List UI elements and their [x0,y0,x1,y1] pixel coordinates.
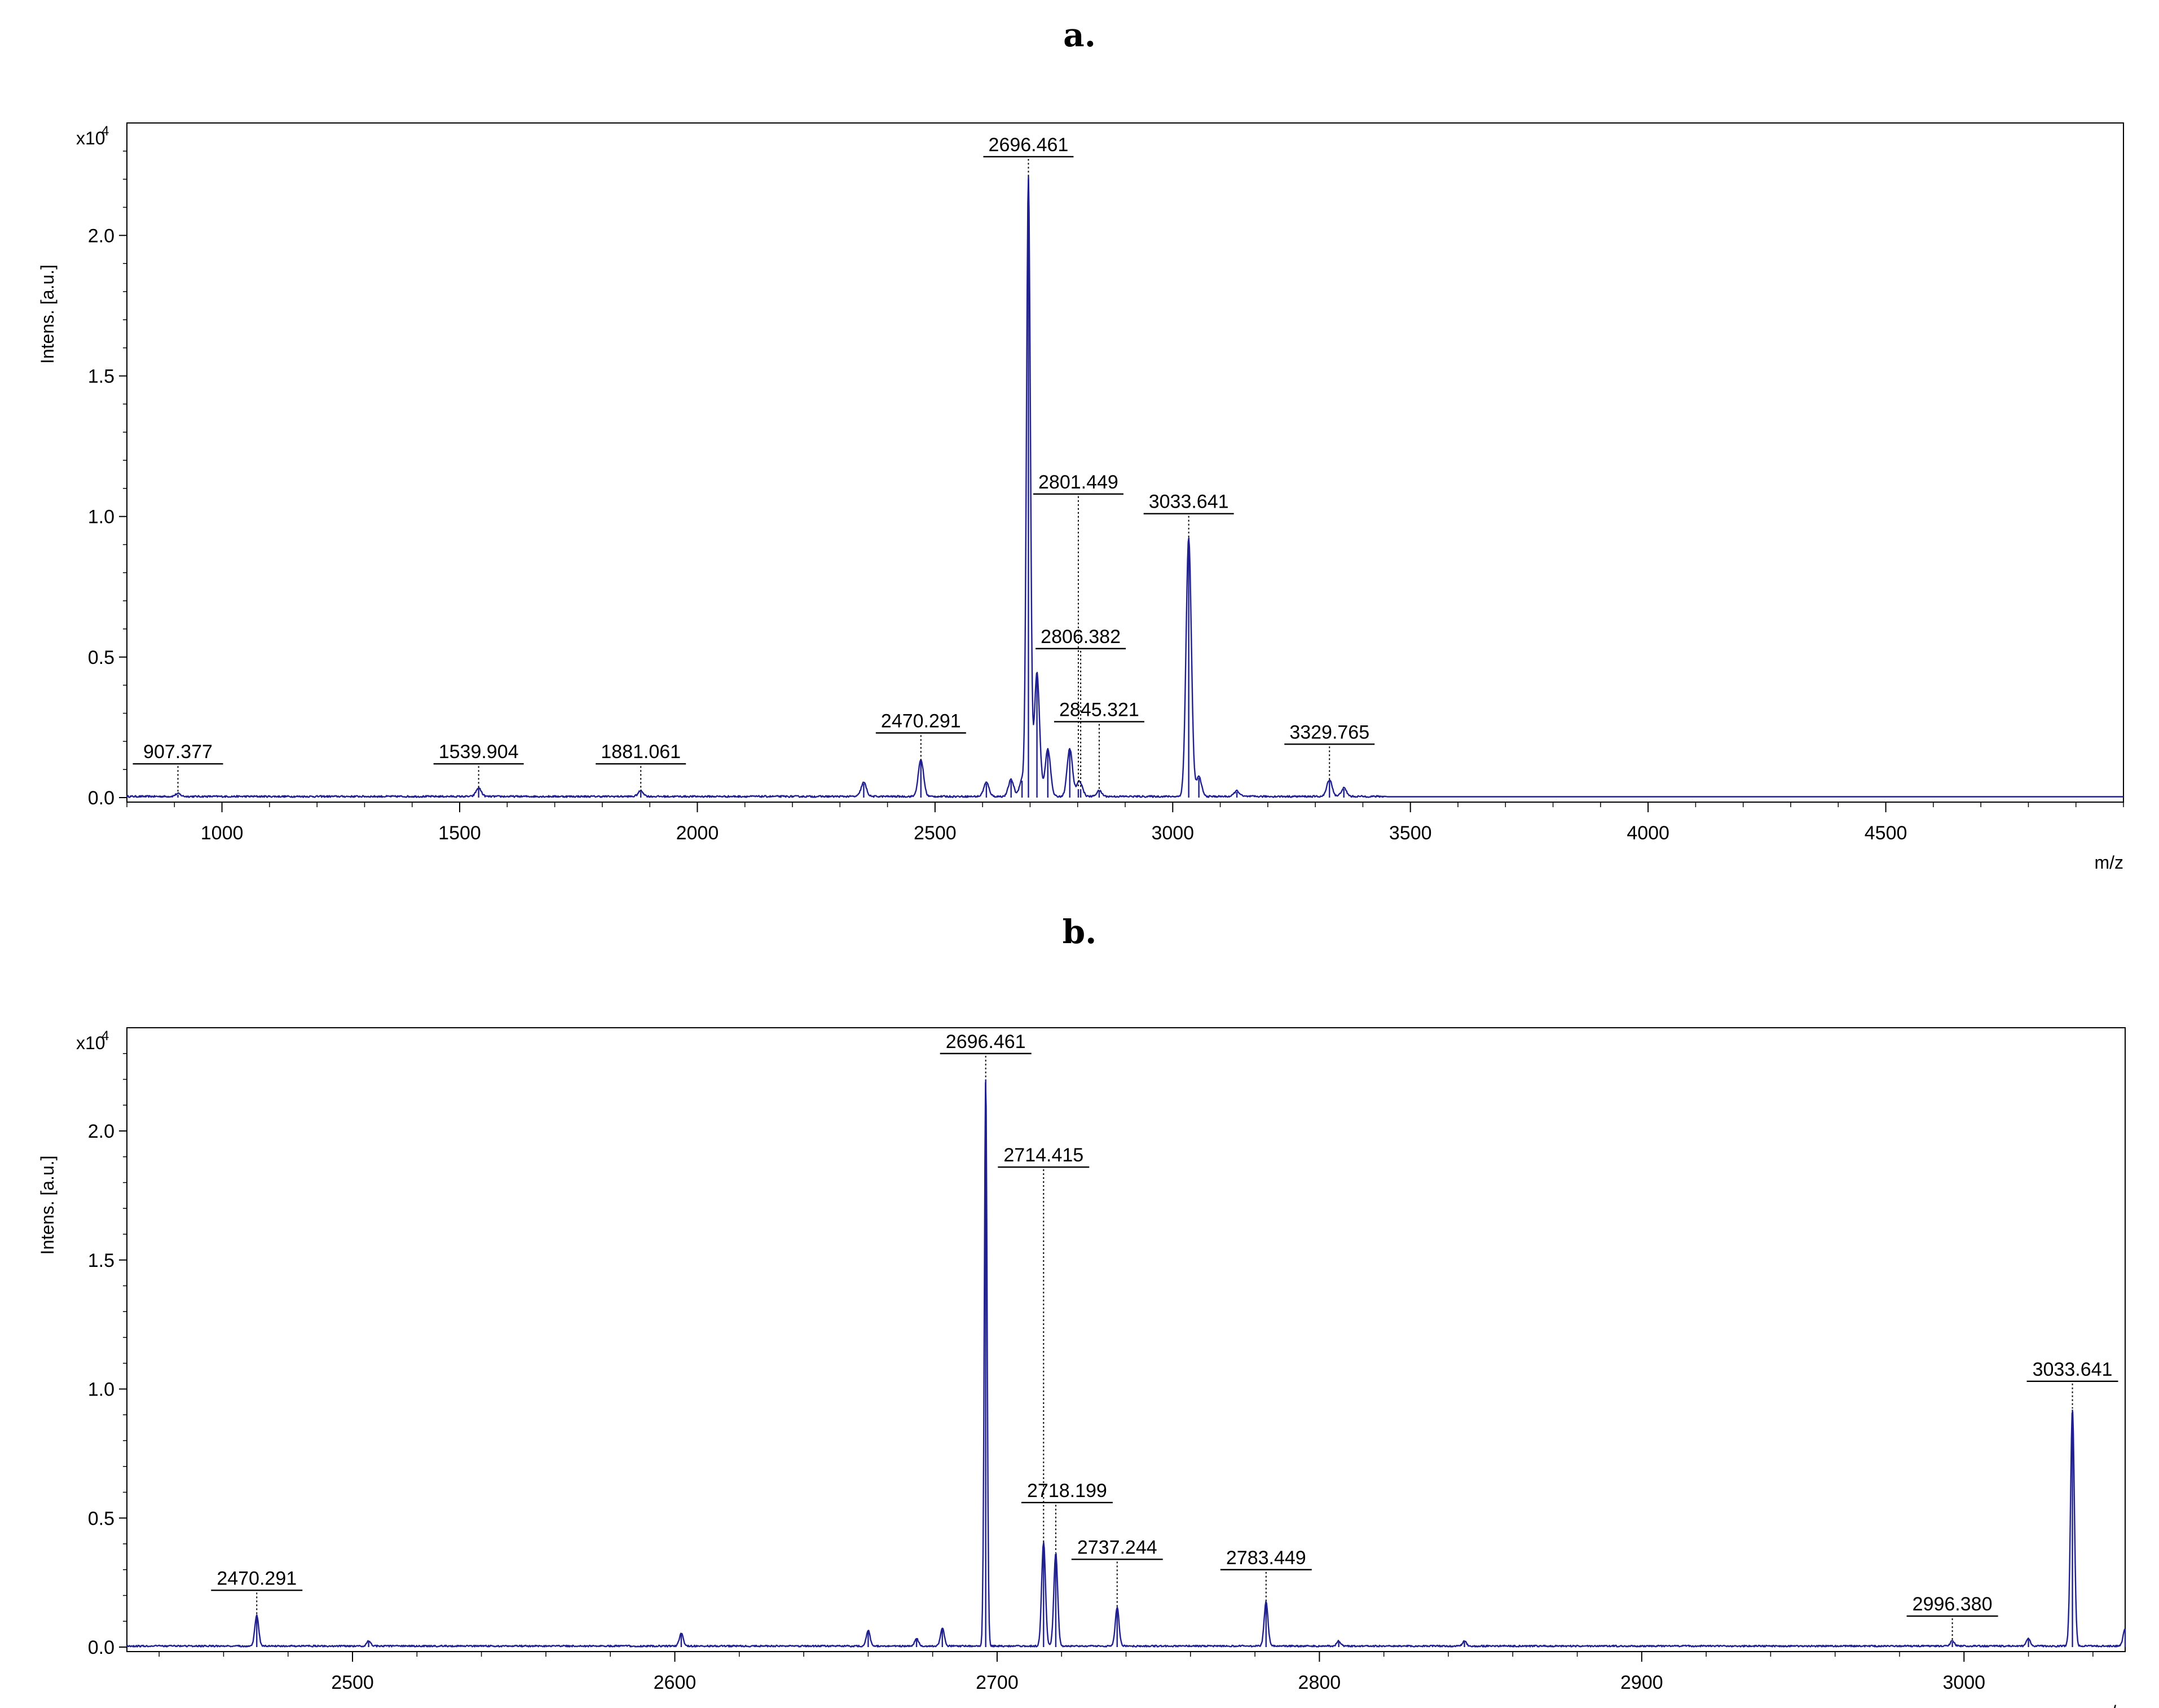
peak-label: 2470.291 [217,1568,297,1589]
x-tick-label: 3500 [1389,822,1432,844]
peak-label: 2806.382 [1041,626,1121,648]
y-scale-exponent: 4 [102,1028,109,1044]
x-axis-label: m/z [2094,852,2123,873]
y-tick-label: 2.0 [88,225,114,246]
peak-label: 3033.641 [2033,1359,2113,1380]
x-tick-label: 4000 [1627,822,1669,844]
x-tick-label: 1500 [438,822,481,844]
x-tick-label: 2800 [1298,1672,1341,1693]
y-tick-label: 1.5 [88,1250,114,1271]
x-tick-label: 2000 [676,822,719,844]
x-axis-label: m/z [2096,1702,2125,1708]
x-tick-label: 1000 [201,822,244,844]
panel-a-label: a. [1063,16,1096,54]
spectrum-line [126,175,2124,798]
y-scale-label: x10 [76,128,105,148]
y-tick-label: 2.0 [88,1121,114,1142]
y-axis-label: Intens. [a.u.] [37,265,58,364]
peak-label: 1539.904 [439,741,519,763]
peak-label: 2714.415 [1003,1144,1083,1166]
x-tick-label: 2500 [914,822,957,844]
peak-label: 3329.765 [1289,721,1369,743]
y-tick-label: 0.5 [88,1508,114,1529]
x-tick-label: 2600 [654,1672,697,1693]
x-tick-label: 4500 [1865,822,1907,844]
peak-label: 1881.061 [601,741,681,763]
x-tick-label: 3000 [1942,1672,1985,1693]
y-tick-label: 1.5 [88,366,114,388]
y-scale-exponent: 4 [102,124,109,139]
x-tick-label: 2700 [976,1672,1019,1693]
x-tick-label: 2900 [1620,1672,1663,1693]
y-axis-label: Intens. [a.u.] [37,1155,58,1254]
panel-b-label: b. [1062,913,1097,951]
peak-label: 2718.199 [1027,1480,1107,1502]
y-scale-label: x10 [76,1033,105,1053]
peak-label: 2696.461 [989,134,1069,156]
peak-label: 2737.244 [1077,1537,1157,1558]
peak-label: 2783.449 [1226,1547,1306,1569]
peak-label: 907.377 [143,741,213,763]
y-tick-label: 1.0 [88,507,114,528]
y-tick-label: 0.0 [88,787,114,809]
y-tick-label: 0.5 [88,647,114,668]
peak-label: 3033.641 [1149,491,1229,513]
y-tick-label: 1.0 [88,1379,114,1401]
spectrum-line [126,1082,2126,1648]
peak-label: 2801.449 [1038,472,1118,493]
y-tick-label: 0.0 [88,1637,114,1658]
x-tick-label: 2500 [331,1672,374,1693]
peak-label: 2845.321 [1059,699,1139,720]
peak-label: 2696.461 [946,1031,1026,1053]
peak-label: 2470.291 [881,710,961,732]
x-tick-label: 3000 [1151,822,1194,844]
peak-label: 2996.380 [1913,1593,1993,1615]
